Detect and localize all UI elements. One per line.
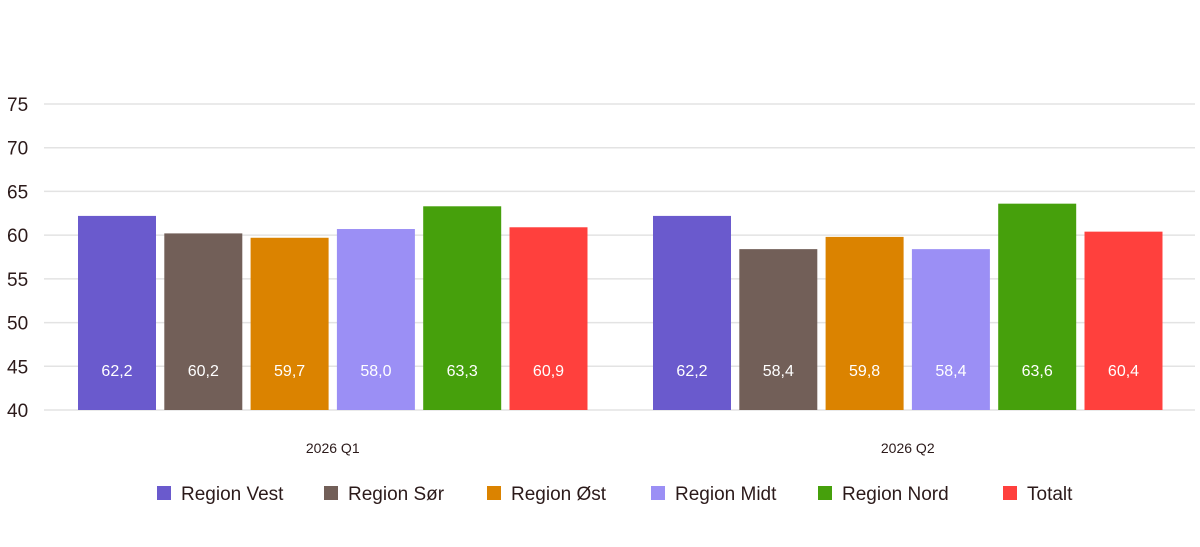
- bar: [78, 215, 156, 410]
- y-tick-label: 60: [7, 226, 28, 247]
- y-tick-label: 75: [7, 95, 28, 116]
- category-label: 2026 Q1: [306, 440, 360, 456]
- legend-item: Region Sør: [324, 484, 445, 505]
- bar: [911, 249, 990, 410]
- category-label: 2026 Q2: [881, 440, 935, 456]
- bar: [164, 233, 243, 410]
- legend-item: Region Vest: [157, 484, 284, 505]
- bar: [250, 237, 329, 410]
- data-label: 60,9: [533, 363, 564, 380]
- legend-swatch: [651, 486, 665, 500]
- legend-label: Region Sør: [348, 484, 445, 505]
- data-label: 62,2: [101, 363, 132, 380]
- bar: [653, 215, 731, 410]
- legend-swatch: [818, 486, 832, 500]
- legend-label: Region Øst: [511, 484, 607, 505]
- data-label: 62,2: [676, 363, 707, 380]
- data-label: 63,3: [447, 363, 478, 380]
- y-tick-label: 50: [7, 314, 28, 335]
- y-axis: 40 45 50 55 60 65 70 75: [7, 95, 28, 422]
- data-label: 58,0: [360, 363, 391, 380]
- bar: [1084, 231, 1163, 410]
- bar: [336, 229, 415, 410]
- legend-swatch: [157, 486, 171, 500]
- bar: [998, 203, 1077, 410]
- x-axis: 2026 Q1 2026 Q2: [306, 440, 935, 456]
- data-label: 60,2: [188, 363, 219, 380]
- legend-swatch: [487, 486, 501, 500]
- bars: 62,2 60,2 59,7 58,0 63,3 60,9 62,2 58,4 59,8 58,4…: [78, 203, 1163, 410]
- legend-item: Region Midt: [651, 484, 777, 505]
- legend-label: Region Nord: [842, 484, 949, 505]
- legend-label: Totalt: [1027, 484, 1073, 505]
- legend-swatch: [324, 486, 338, 500]
- y-tick-label: 45: [7, 357, 28, 378]
- data-label: 58,4: [763, 363, 794, 380]
- legend-item: Region Øst: [487, 484, 607, 505]
- legend-swatch: [1003, 486, 1017, 500]
- data-label: 63,6: [1022, 363, 1053, 380]
- legend: Region Vest Region Sør Region Øst Region Mi…: [157, 484, 1073, 505]
- y-tick-label: 70: [7, 139, 28, 160]
- y-tick-label: 55: [7, 270, 28, 291]
- bar: [423, 206, 502, 410]
- legend-label: Region Vest: [181, 484, 284, 505]
- bar: [509, 227, 588, 410]
- data-label: 60,4: [1108, 363, 1139, 380]
- bar: [739, 249, 818, 410]
- legend-label: Region Midt: [675, 484, 777, 505]
- legend-item: Totalt: [1003, 484, 1073, 505]
- data-label: 59,8: [849, 363, 880, 380]
- y-tick-label: 65: [7, 182, 28, 203]
- bar: [825, 236, 904, 410]
- legend-item: Region Nord: [818, 484, 949, 505]
- data-label: 58,4: [935, 363, 966, 380]
- y-tick-label: 40: [7, 401, 28, 422]
- data-label: 59,7: [274, 363, 305, 380]
